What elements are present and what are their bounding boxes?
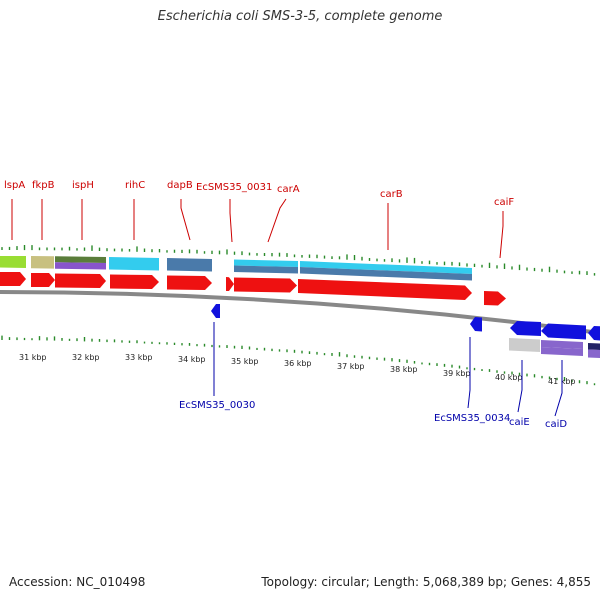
function-segment[interactable]	[588, 349, 600, 359]
function-segment[interactable]	[588, 343, 600, 350]
function-segment[interactable]	[509, 338, 540, 352]
gene-label-dapb[interactable]: dapB	[167, 180, 193, 191]
bottom-gene-labels: EcSMS35_0030 EcSMS35_0034 caiE caiD	[179, 322, 567, 430]
kbp-scale: 31 kbp 32 kbp 33 kbp 34 kbp 35 kbp 36 kb…	[19, 353, 576, 386]
function-band-reverse	[509, 338, 600, 358]
top-gene-labels: lspA fkpB ispH rihC dapB EcSMS35_0031 ca…	[4, 180, 514, 259]
reverse-cds-arrow[interactable]	[588, 326, 600, 341]
gene-label-rihc[interactable]: rihC	[125, 180, 145, 191]
function-segment[interactable]	[167, 258, 212, 272]
gene-label-ecsms35-0030[interactable]: EcSMS35_0030	[179, 400, 255, 411]
kbp-label: 37 kbp	[337, 362, 365, 371]
gene-label-fkpb[interactable]: fkpB	[32, 180, 55, 191]
function-segment[interactable]	[234, 259, 298, 268]
reverse-cds-arrow[interactable]	[541, 323, 586, 340]
forward-cds-arrow[interactable]	[167, 275, 212, 291]
function-segment[interactable]	[0, 256, 26, 268]
gene-label-carb[interactable]: carB	[380, 189, 403, 200]
reverse-cds-arrow[interactable]	[211, 304, 220, 318]
forward-cds-arrow[interactable]	[234, 277, 297, 293]
gene-label-caif[interactable]: caiF	[494, 197, 514, 208]
function-band	[0, 256, 472, 281]
gene-label-ecsms35-0031[interactable]: EcSMS35_0031	[196, 182, 272, 193]
reverse-cds-arrow[interactable]	[470, 317, 482, 332]
accession-text: Accession: NC_010498	[9, 575, 146, 589]
map-title: Escherichia coli SMS-3-5, complete genom…	[157, 9, 443, 24]
reverse-cds-arrow[interactable]	[510, 321, 541, 336]
function-segment[interactable]	[234, 265, 298, 274]
gene-label-caie[interactable]: caiE	[509, 417, 530, 428]
kbp-label: 40 kbp	[495, 373, 523, 382]
function-segment[interactable]	[109, 257, 159, 271]
kbp-label: 38 kbp	[390, 365, 418, 374]
function-segment[interactable]	[541, 347, 583, 356]
gc-skew-ticks-top	[1, 245, 596, 276]
genome-backbone	[0, 290, 600, 335]
gene-label-isph[interactable]: ispH	[72, 180, 94, 191]
gene-label-ecsms35-0034[interactable]: EcSMS35_0034	[434, 413, 510, 424]
kbp-label: 33 kbp	[125, 353, 153, 362]
forward-cds-arrow[interactable]	[55, 273, 106, 289]
function-segment[interactable]	[55, 256, 106, 263]
function-segment[interactable]	[300, 267, 472, 281]
kbp-label: 31 kbp	[19, 353, 47, 362]
function-segment[interactable]	[55, 262, 106, 270]
kbp-label: 36 kbp	[284, 359, 312, 368]
kbp-label: 32 kbp	[72, 353, 100, 362]
gene-label-cara[interactable]: carA	[277, 184, 300, 195]
forward-cds-arrow[interactable]	[0, 272, 26, 286]
kbp-label: 35 kbp	[231, 357, 259, 366]
gene-label-lspa[interactable]: lspA	[4, 180, 25, 191]
forward-cds-arrow[interactable]	[110, 274, 159, 290]
function-segment[interactable]	[31, 256, 54, 269]
function-segment[interactable]	[541, 340, 583, 349]
forward-cds-arrow[interactable]	[31, 273, 55, 287]
gene-label-caid[interactable]: caiD	[545, 419, 567, 430]
genome-summary-text: Topology: circular; Length: 5,068,389 bp…	[261, 575, 591, 589]
forward-cds-arrow[interactable]	[298, 279, 472, 300]
kbp-label: 34 kbp	[178, 355, 206, 364]
gc-skew-ticks-middle	[1, 335, 596, 386]
forward-cds-arrow[interactable]	[484, 291, 506, 306]
kbp-label: 39 kbp	[443, 369, 471, 378]
forward-cds-track	[0, 272, 506, 306]
reverse-cds-track	[211, 304, 600, 341]
function-segment[interactable]	[300, 261, 472, 274]
forward-cds-arrow[interactable]	[226, 277, 234, 291]
